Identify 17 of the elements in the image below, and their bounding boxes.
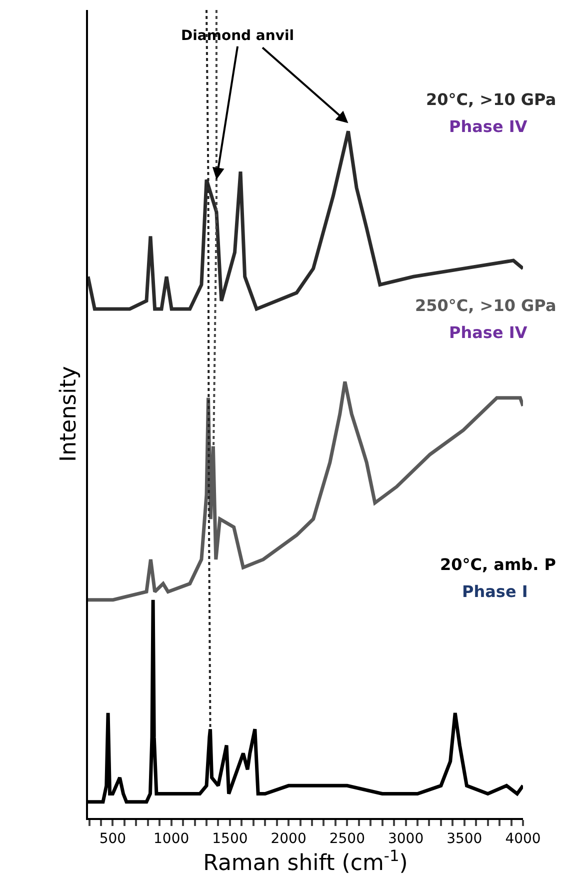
annotation: Phase IV bbox=[449, 323, 528, 342]
x-tick-label: 3000 bbox=[388, 830, 424, 847]
text: 20°C, >10 GPa bbox=[426, 90, 556, 109]
y-axis-title: Intensity bbox=[56, 366, 82, 462]
x-tick-label: 2000 bbox=[270, 830, 306, 847]
x-tick-label: 4000 bbox=[505, 830, 541, 847]
annotation: Phase IV bbox=[449, 117, 528, 136]
x-tick-label: 500 bbox=[99, 830, 126, 847]
x-tick-label: 3500 bbox=[446, 830, 482, 847]
text: 20°C, amb. P bbox=[440, 555, 556, 574]
annotation: Phase I bbox=[462, 582, 528, 601]
x-tick-label: 1500 bbox=[212, 830, 248, 847]
x-axis-title: Raman shift (cm$^{-1}$) bbox=[203, 846, 408, 876]
x-tick-label: 1000 bbox=[154, 830, 190, 847]
text: 250°C, >10 GPa bbox=[415, 296, 556, 315]
annotation: Diamond anvil bbox=[181, 28, 294, 44]
x-tick-label: 2500 bbox=[329, 830, 365, 847]
